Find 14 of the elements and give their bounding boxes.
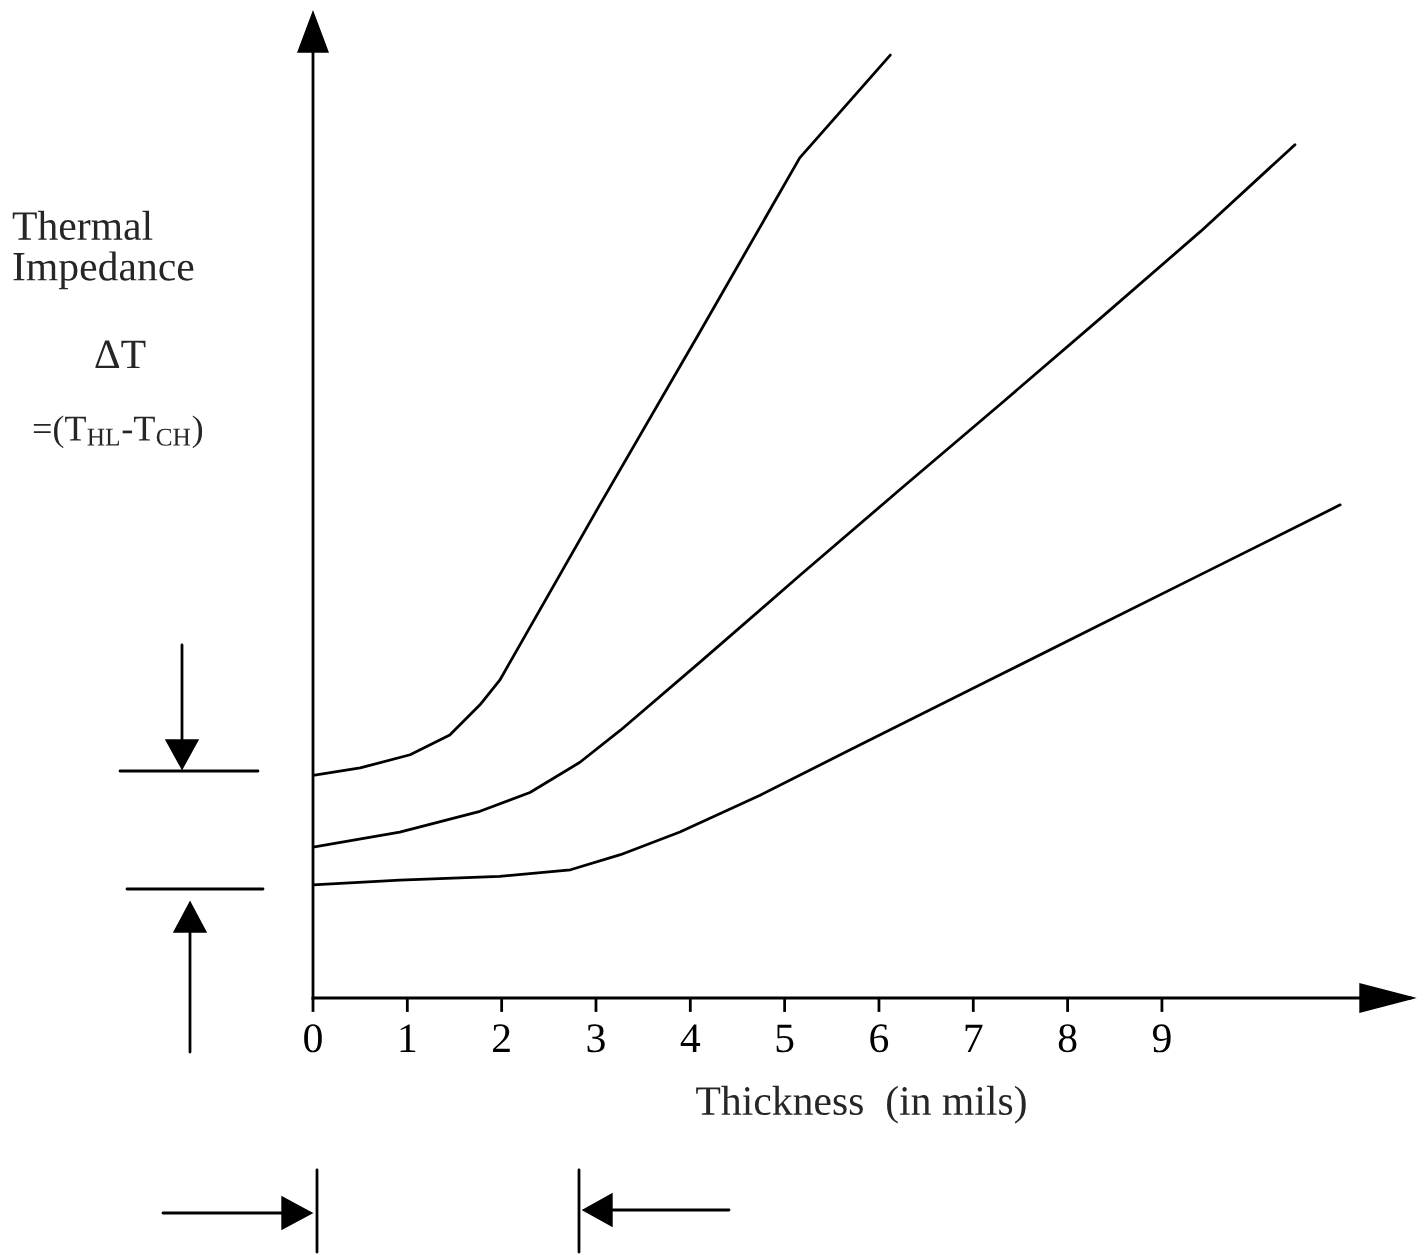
x-tick-label: 2 [493,1024,510,1052]
x-tick-label: 0 [304,1024,322,1053]
x-tick-label: 6 [870,1024,889,1053]
x-axis-title: Thickness (in mils) [696,1085,1026,1124]
y-axis-title: Thermal Impedance [12,210,194,290]
x-tick-label: 7 [965,1024,983,1052]
x-tick-label: 4 [680,1024,701,1052]
x-tick-label: 5 [776,1024,794,1053]
x-tick-label: 8 [1058,1024,1077,1053]
text: =(T$_{HL}$-T$_{CH}$) [33,415,203,449]
x-tick-label: 9 [1152,1024,1171,1053]
x-tick-label: 1 [400,1024,416,1052]
x-tick-label: 3 [587,1024,605,1053]
text: ΔT [95,340,146,369]
